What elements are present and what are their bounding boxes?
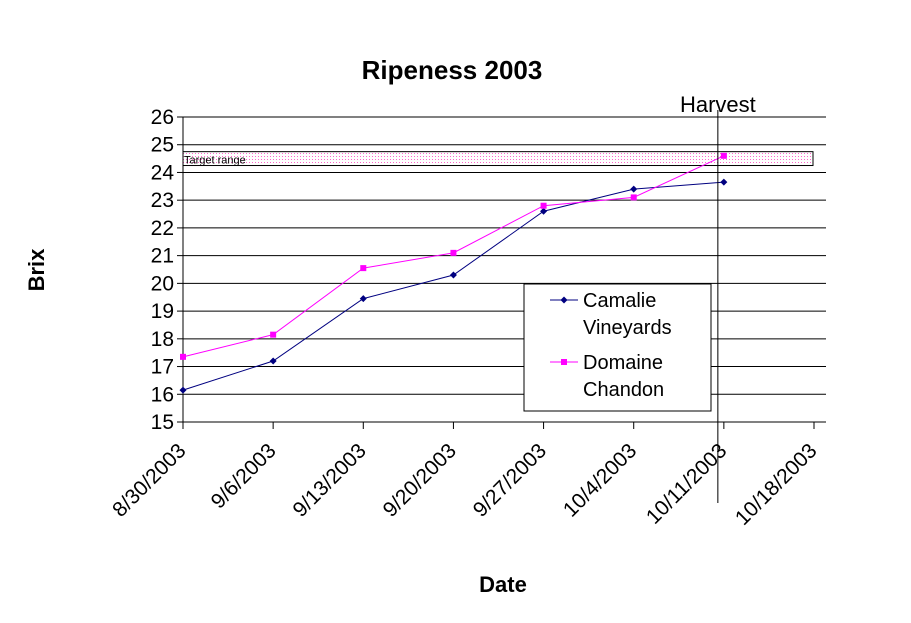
y-tick-label: 17 [151,356,174,379]
legend-box [523,283,712,412]
legend-marker [560,296,568,304]
x-axis-title: Date [479,572,527,597]
data-point [360,265,367,272]
series-lines [179,152,728,394]
data-point [270,331,277,338]
data-point [540,202,547,209]
x-tick-label: 9/13/2003 [288,439,370,521]
legend-marker [561,359,567,365]
y-tick-label: 19 [151,300,174,323]
x-tick-label: 10/4/2003 [559,439,641,521]
data-point [540,207,548,215]
data-point [179,386,187,394]
gridlines [183,116,826,395]
y-tick-label: 21 [151,245,174,268]
y-tick-label: 18 [151,328,174,351]
harvest-label: Harvest [680,92,756,117]
y-tick-label: 26 [151,106,174,129]
legend-label: Domaine Chandon [583,352,664,401]
x-tick-label: 8/30/2003 [108,439,190,521]
y-tick-label: 20 [151,272,174,295]
x-tick-label: 9/27/2003 [469,439,551,521]
x-tick-label: 10/18/2003 [731,439,822,530]
data-point [630,185,638,193]
target-range-band: Target range [182,151,814,167]
harvest-marker: Harvest [680,92,756,503]
y-tick-label: 22 [151,217,174,240]
data-point [630,194,637,201]
data-point [269,357,277,365]
y-tick-label: 15 [151,411,174,434]
y-tick-label: 23 [151,189,174,212]
data-point [180,353,186,360]
target-range-label: Target range [184,155,246,167]
data-point [449,271,457,279]
y-tick-label: 24 [151,161,175,184]
legend: Camalie Vineyards Domaine Chandon [523,283,712,412]
chart-title: Ripeness 2003 [362,55,543,85]
x-tick-label: 9/6/2003 [207,439,281,513]
data-point [720,178,728,186]
y-axis-title: Brix [24,248,49,292]
y-tick-label: 25 [151,134,174,157]
data-point [450,249,457,256]
data-point [720,152,727,159]
y-tick-label: 16 [151,383,174,406]
x-tick-label: 9/20/2003 [379,439,461,521]
legend-label: Camalie Vineyards [583,290,672,339]
data-point [359,295,367,303]
